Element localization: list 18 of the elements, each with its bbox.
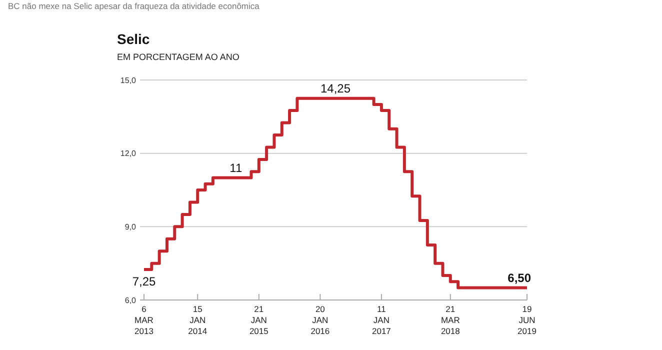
- x-tick-label: 11 JAN 2017: [372, 304, 392, 336]
- x-tick-label: 21 JAN 2015: [249, 304, 269, 336]
- data-label: 11: [230, 160, 242, 175]
- chart-title: Selic: [117, 31, 150, 47]
- x-tick-label: 21 MAR 2018: [440, 304, 460, 336]
- x-tick-label: 15 JAN 2014: [188, 304, 208, 336]
- x-tick-label: 20 JAN 2016: [310, 304, 330, 336]
- data-label: 14,25: [320, 81, 351, 96]
- x-tick-label: 6 MAR 2013: [134, 304, 154, 336]
- x-tick-label: 19 JUN 2019: [518, 304, 537, 336]
- y-tick-label: 6,0: [124, 296, 137, 305]
- y-tick-label: 12,0: [120, 149, 137, 158]
- text: BC não mexe na Selic apesar da fraqueza da atividade econômica: [8, 1, 260, 11]
- data-label: 7,25: [132, 274, 156, 288]
- y-tick-label: 9,0: [124, 222, 137, 232]
- y-tick-label: 15,0: [120, 76, 137, 85]
- chart-subtitle: EM PORCENTAGEM AO ANO: [117, 52, 240, 62]
- data-label: 6,50: [508, 270, 532, 285]
